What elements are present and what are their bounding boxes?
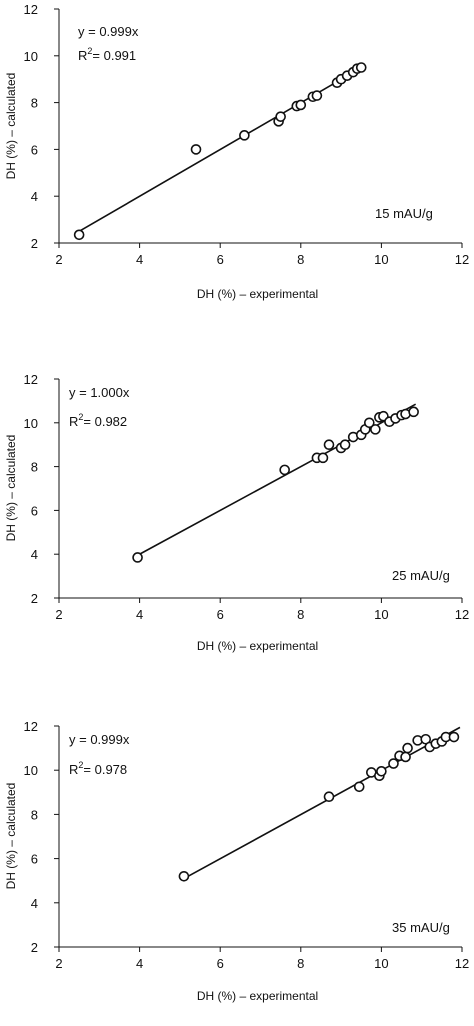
equation-label: y = 0.999x <box>78 24 139 39</box>
y-tick-label: 4 <box>31 189 38 204</box>
x-tick-label: 4 <box>136 956 143 971</box>
y-tick-label: 2 <box>31 940 38 955</box>
y-tick-label: 6 <box>31 852 38 867</box>
y-tick-label: 10 <box>24 763 38 778</box>
y-tick-label: 8 <box>31 460 38 475</box>
r-squared-value: = 0.982 <box>83 414 127 429</box>
r-squared-value: = 0.991 <box>92 48 136 63</box>
data-point <box>448 731 460 743</box>
enzyme-activity-label: 15 mAU/g <box>375 206 433 221</box>
data-point <box>388 758 399 769</box>
data-point <box>364 417 375 429</box>
x-axis-label: DH (%) – experimental <box>197 287 318 301</box>
x-tick-label: 6 <box>217 252 224 267</box>
data-point <box>355 62 367 73</box>
y-tick-label: 12 <box>24 719 38 734</box>
r-squared-label: R2= 0.991 <box>78 46 136 63</box>
r-squared-exponent: 2 <box>78 412 83 422</box>
y-tick-label: 4 <box>31 547 38 562</box>
r-squared-exponent: 2 <box>87 46 92 56</box>
r-squared-symbol: R <box>78 48 87 63</box>
y-tick-label: 12 <box>24 2 38 17</box>
y-tick-label: 4 <box>31 896 38 911</box>
x-tick-label: 12 <box>455 607 469 622</box>
x-tick-label: 12 <box>455 956 469 971</box>
x-tick-label: 10 <box>374 252 388 267</box>
equation-label: y = 0.999x <box>69 732 130 747</box>
x-tick-label: 10 <box>374 607 388 622</box>
data-point <box>239 130 250 141</box>
data-point <box>402 742 413 754</box>
x-tick-label: 8 <box>297 956 304 971</box>
r-squared-value: = 0.978 <box>83 762 127 777</box>
data-point <box>376 766 387 777</box>
data-point <box>317 452 329 464</box>
regression-line <box>183 726 461 880</box>
data-point <box>275 111 286 122</box>
x-axis-label: DH (%) – experimental <box>197 989 318 1003</box>
y-tick-label: 10 <box>24 416 38 431</box>
y-tick-label: 8 <box>31 807 38 822</box>
x-tick-label: 4 <box>136 607 143 622</box>
y-tick-label: 2 <box>31 236 38 251</box>
x-tick-label: 8 <box>297 252 304 267</box>
y-tick-label: 12 <box>24 372 38 387</box>
data-point <box>323 439 335 451</box>
data-point <box>311 90 323 101</box>
y-tick-label: 8 <box>31 96 38 111</box>
r-squared-label: R2= 0.982 <box>69 412 127 429</box>
data-point <box>132 552 143 563</box>
data-point <box>295 99 307 111</box>
x-tick-label: 6 <box>217 607 224 622</box>
y-tick-label: 10 <box>24 49 38 64</box>
data-point <box>190 144 202 155</box>
y-tick-label: 2 <box>31 591 38 606</box>
x-tick-label: 2 <box>55 252 62 267</box>
x-tick-label: 8 <box>297 607 304 622</box>
x-axis-label: DH (%) – experimental <box>197 639 318 653</box>
x-tick-label: 10 <box>374 956 388 971</box>
y-tick-label: 6 <box>31 142 38 157</box>
y-axis-label: DH (%) – calculated <box>4 435 18 542</box>
x-tick-label: 6 <box>217 956 224 971</box>
chart-panel: 2 4 6 8 10 12 2 4 6 8 10 12 DH (%) – experimental DH … <box>4 719 469 1003</box>
data-point <box>408 406 419 418</box>
r-squared-symbol: R <box>69 414 78 429</box>
enzyme-activity-label: 35 mAU/g <box>392 920 450 935</box>
y-axis-label: DH (%) – calculated <box>4 73 18 180</box>
r-squared-symbol: R <box>69 762 78 777</box>
data-point <box>279 464 290 476</box>
y-axis-label: DH (%) – calculated <box>4 783 18 890</box>
data-point <box>353 781 365 793</box>
r-squared-exponent: 2 <box>78 760 83 770</box>
r-squared-label: R2= 0.978 <box>69 760 127 777</box>
chart-panel: 2 4 6 8 10 12 2 4 6 8 10 12 DH (%) – experimental DH … <box>4 2 469 301</box>
x-tick-label: 2 <box>55 956 62 971</box>
x-tick-label: 2 <box>55 607 62 622</box>
regression-line <box>78 65 364 233</box>
x-tick-label: 12 <box>455 252 469 267</box>
equation-label: y = 1.000x <box>69 385 130 400</box>
data-point <box>178 870 190 882</box>
chart-panel: 2 4 6 8 10 12 2 4 6 8 10 12 DH (%) – experimental DH … <box>4 372 469 653</box>
x-tick-label: 4 <box>136 252 143 267</box>
enzyme-activity-label: 25 mAU/g <box>392 568 450 583</box>
data-point <box>73 229 85 241</box>
data-point <box>400 751 411 763</box>
data-point <box>323 791 335 803</box>
data-point <box>370 424 381 435</box>
y-tick-label: 6 <box>31 503 38 518</box>
data-point <box>339 439 351 451</box>
